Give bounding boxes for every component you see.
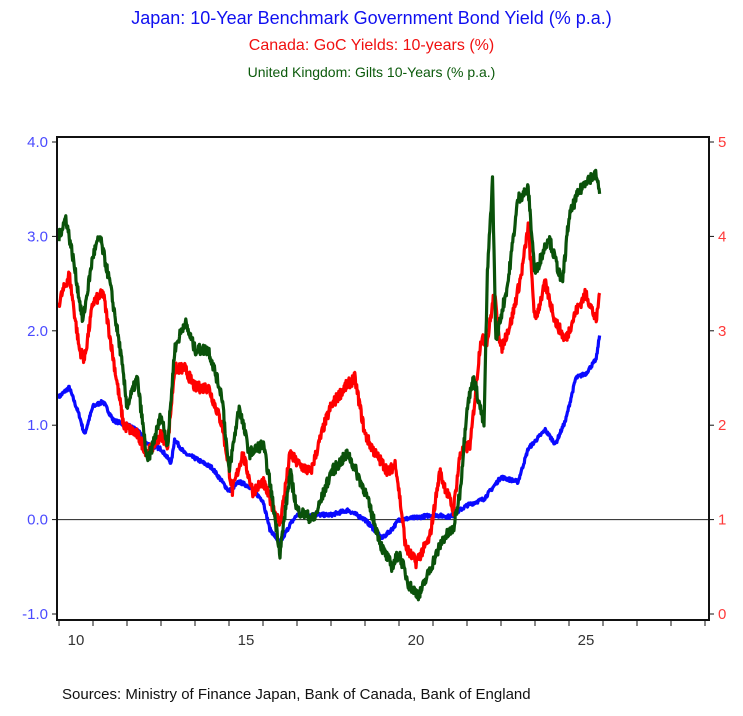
left-axis-tick-label: 1.0 [27, 417, 48, 434]
x-axis-tick-label: 20 [408, 632, 425, 649]
right-axis-tick-label: 2 [718, 417, 726, 434]
series-line-japan-10y [57, 335, 602, 544]
left-axis-tick-label: -1.0 [22, 606, 48, 623]
left-axis-tick-label: 3.0 [27, 228, 48, 245]
chart-subtitle-uk: United Kingdom: Gilts 10-Years (% p.a.) [247, 64, 496, 80]
left-axis-tick-label: 2.0 [27, 323, 48, 340]
x-axis-tick-label: 10 [68, 632, 85, 649]
x-axis-tick-label: 25 [578, 632, 595, 649]
right-axis-tick-label: 0 [718, 606, 726, 623]
right-axis-tick-label: 5 [718, 134, 726, 151]
series-line-uk-gilts-10y [57, 168, 602, 602]
x-axis-tick-label: 15 [238, 632, 255, 649]
chart-subtitle-canada: Canada: GoC Yields: 10-years (%) [248, 37, 495, 54]
source-note: Sources: Ministry of Finance Japan, Bank… [62, 686, 531, 703]
chart-title: Japan: 10-Year Benchmark Government Bond… [131, 8, 612, 28]
left-axis-tick-label: 0.0 [27, 512, 48, 529]
right-axis-tick-label: 1 [718, 512, 726, 529]
plot-frame [56, 136, 710, 621]
right-axis-tick-label: 4 [718, 228, 726, 245]
right-axis-tick-label: 3 [718, 323, 726, 340]
left-axis-tick-label: 4.0 [27, 134, 48, 151]
